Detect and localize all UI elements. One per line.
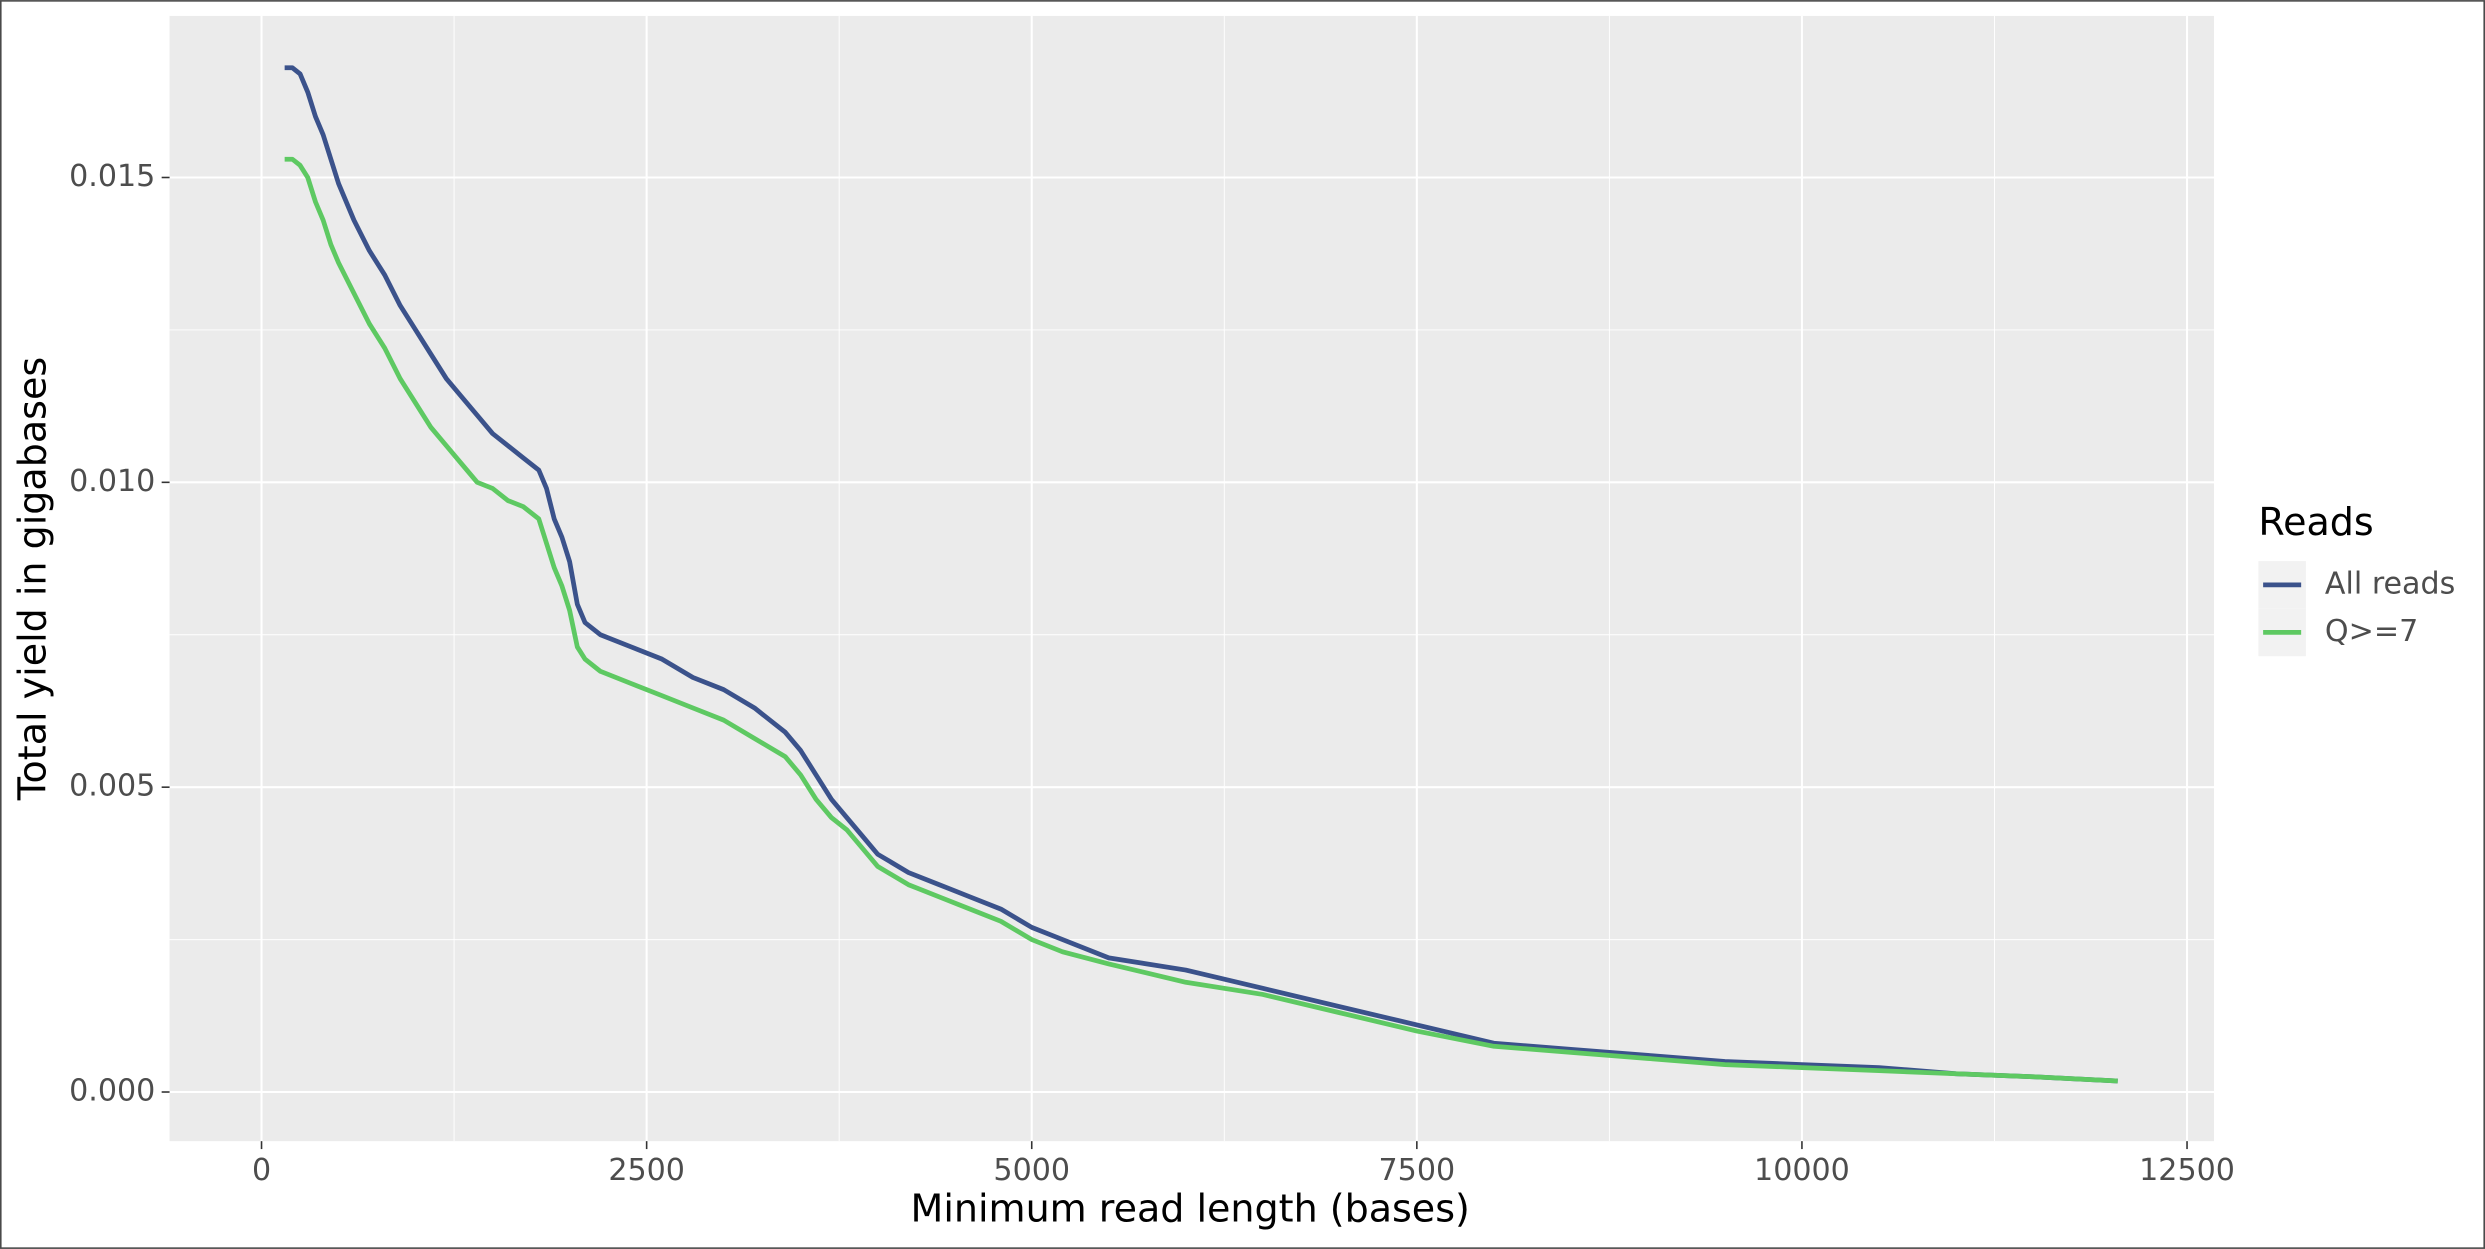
legend-label: All reads	[2325, 566, 2455, 601]
y-tick-label: 0.015	[69, 159, 155, 194]
plot-panel	[169, 15, 2214, 1142]
y-tick-label: 0.000	[69, 1074, 155, 1109]
series-line	[284, 156, 2118, 1084]
y-tick-label: 0.010	[69, 464, 155, 499]
legend-title: Reads	[2258, 500, 2373, 544]
y-tick-label: 0.005	[69, 769, 155, 804]
x-tick-label: 2500	[608, 1153, 685, 1188]
x-tick-label: 10000	[1754, 1153, 1850, 1188]
x-tick-label: 12500	[2139, 1153, 2235, 1188]
x-tick-label: 7500	[1379, 1153, 1456, 1188]
x-tick-label: 0	[252, 1153, 271, 1188]
series-line	[284, 65, 2118, 1084]
x-axis-title: Minimum read length (bases)	[911, 1186, 1470, 1230]
legend-label: Q>=7	[2325, 614, 2418, 649]
x-tick-label: 5000	[993, 1153, 1070, 1188]
y-axis-title: Total yield in gigabases	[10, 357, 54, 801]
